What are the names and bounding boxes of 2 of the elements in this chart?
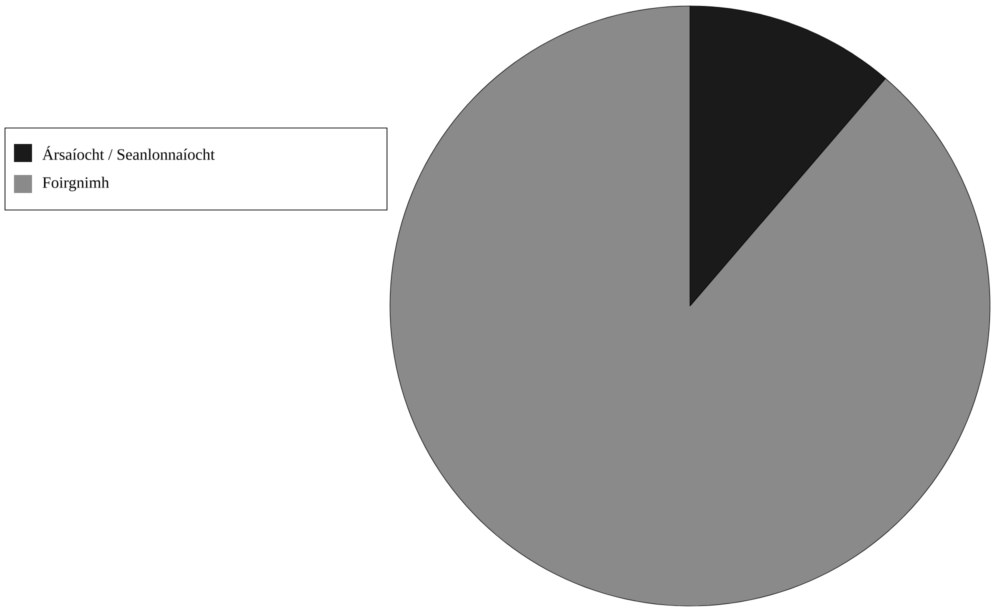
legend-label: Foirgnimh bbox=[42, 176, 110, 192]
legend-label: Ársaíocht / Seanlonnaíocht bbox=[42, 146, 215, 160]
